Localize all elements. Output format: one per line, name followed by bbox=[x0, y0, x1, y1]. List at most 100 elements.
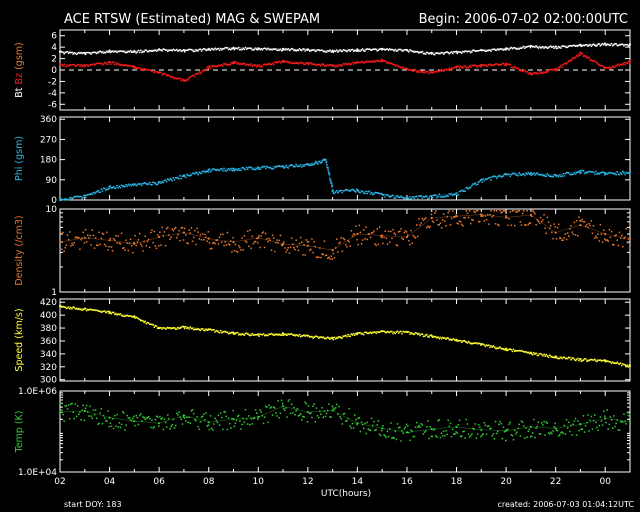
bt-point bbox=[112, 51, 115, 53]
phi-point bbox=[141, 184, 143, 187]
bz-point bbox=[539, 72, 542, 74]
temp-point bbox=[363, 427, 365, 430]
temp-point bbox=[529, 436, 532, 438]
bt-data-point bbox=[281, 47, 285, 51]
temp-point bbox=[554, 422, 556, 425]
bt-point bbox=[341, 50, 344, 53]
temp-point bbox=[172, 418, 175, 421]
density-point bbox=[594, 237, 596, 239]
temp-point bbox=[118, 422, 121, 424]
bt-point bbox=[466, 50, 469, 53]
density-point bbox=[144, 235, 146, 237]
density-point bbox=[527, 223, 529, 226]
density-point bbox=[588, 222, 590, 225]
density-point bbox=[596, 236, 598, 239]
speed-point bbox=[312, 337, 314, 339]
phi-point bbox=[304, 164, 306, 166]
temp-point bbox=[425, 430, 427, 432]
phi-point bbox=[92, 191, 95, 194]
temp-point bbox=[248, 415, 250, 417]
density-point bbox=[390, 230, 392, 233]
phi-point bbox=[240, 169, 242, 171]
density-point bbox=[261, 232, 264, 234]
bz-point bbox=[404, 67, 407, 69]
density-data-point bbox=[356, 232, 359, 236]
bz-point bbox=[494, 63, 497, 65]
phi-point bbox=[102, 187, 105, 190]
bz-point bbox=[79, 65, 81, 68]
bz-point bbox=[592, 60, 595, 62]
bt-point bbox=[474, 50, 476, 52]
bz-point bbox=[359, 61, 362, 64]
speed-point bbox=[473, 342, 475, 344]
speed-point bbox=[301, 335, 303, 337]
phi-point bbox=[462, 190, 464, 192]
speed-point bbox=[404, 331, 407, 333]
speed-point bbox=[488, 344, 490, 346]
speed-point bbox=[589, 359, 591, 361]
speed-point bbox=[343, 335, 346, 337]
bt-point bbox=[155, 50, 158, 52]
temp-point bbox=[263, 416, 266, 418]
density-point bbox=[544, 227, 546, 229]
bz-point bbox=[609, 67, 612, 70]
bt-point bbox=[238, 46, 240, 49]
phi-data-point bbox=[306, 163, 309, 166]
phi-point bbox=[185, 176, 187, 179]
temp-point bbox=[217, 414, 220, 416]
temp-ytick-label: 1.0E+06 bbox=[18, 387, 57, 397]
bt-point bbox=[260, 48, 262, 50]
phi-point bbox=[285, 164, 287, 167]
bt-point bbox=[218, 49, 221, 51]
speed-point bbox=[360, 333, 363, 335]
phi-point bbox=[519, 174, 522, 176]
bt-point bbox=[439, 52, 442, 55]
temp-point bbox=[586, 421, 588, 424]
density-point bbox=[94, 237, 97, 239]
phi-point bbox=[387, 195, 390, 197]
density-point bbox=[168, 234, 170, 236]
bt-point bbox=[393, 50, 395, 52]
phi-point bbox=[167, 178, 169, 180]
bt-point bbox=[357, 50, 359, 52]
bt-point bbox=[289, 48, 292, 51]
phi-point bbox=[198, 171, 201, 174]
temp-point bbox=[485, 433, 488, 436]
temp-point bbox=[374, 429, 376, 432]
density-point bbox=[286, 249, 288, 251]
speed-point bbox=[379, 330, 382, 333]
temp-point bbox=[231, 418, 233, 420]
bz-point bbox=[101, 64, 104, 66]
density-point bbox=[204, 233, 206, 236]
phi-point bbox=[226, 169, 229, 171]
bz-point bbox=[457, 65, 460, 68]
density-point bbox=[277, 242, 279, 244]
phi-point bbox=[544, 175, 546, 177]
temp-point bbox=[285, 407, 287, 409]
bz-point bbox=[170, 76, 172, 78]
bz-point bbox=[510, 66, 513, 69]
temp-point bbox=[357, 417, 359, 420]
density-point bbox=[331, 258, 333, 260]
phi-point bbox=[214, 169, 216, 171]
phi-point bbox=[186, 173, 188, 176]
speed-point bbox=[506, 349, 508, 352]
speed-point bbox=[465, 341, 467, 343]
density-point bbox=[444, 220, 446, 222]
speed-point bbox=[149, 323, 151, 325]
speed-point bbox=[588, 359, 590, 362]
temp-point bbox=[90, 415, 92, 417]
phi-point bbox=[238, 168, 240, 170]
bz-point bbox=[176, 77, 178, 80]
phi-point bbox=[562, 173, 564, 175]
speed-point bbox=[188, 328, 190, 330]
bz-point bbox=[397, 66, 400, 68]
bz-point bbox=[187, 79, 189, 81]
temp-point bbox=[352, 427, 355, 429]
bz-point bbox=[520, 69, 523, 71]
bt-point bbox=[448, 52, 451, 55]
temp-point bbox=[142, 416, 144, 418]
temp-point bbox=[281, 402, 284, 405]
speed-point bbox=[524, 351, 526, 353]
